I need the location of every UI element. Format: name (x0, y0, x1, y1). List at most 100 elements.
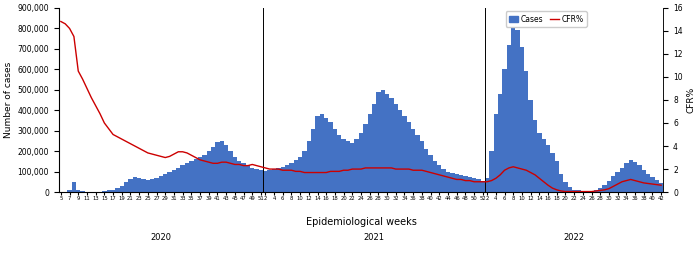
Bar (654, 180, 659, 192)
Bar (259, 170, 263, 192)
Bar (407, 123, 411, 192)
Bar (324, 118, 328, 192)
Bar (181, 165, 185, 192)
Bar (642, 170, 646, 192)
Bar (124, 182, 128, 192)
Text: 2021: 2021 (363, 233, 384, 242)
Bar (85, 191, 89, 192)
Bar (311, 129, 315, 192)
Bar (332, 129, 337, 192)
Bar (511, 28, 515, 192)
Bar (102, 191, 106, 192)
Bar (615, 172, 620, 192)
Bar (71, 182, 76, 192)
Bar (585, 191, 589, 192)
Bar (146, 180, 150, 192)
Bar (420, 141, 424, 192)
Bar (289, 163, 293, 192)
Bar (189, 161, 193, 192)
Bar (120, 186, 124, 192)
Bar (350, 143, 354, 192)
Bar (468, 177, 472, 192)
Bar (415, 135, 420, 192)
Bar (485, 178, 489, 192)
Bar (550, 153, 554, 192)
Bar (359, 133, 363, 192)
Bar (463, 176, 468, 192)
Bar (285, 165, 289, 192)
Bar (159, 176, 163, 192)
Bar (254, 169, 259, 192)
Bar (354, 139, 359, 192)
Bar (489, 151, 493, 192)
Bar (363, 124, 368, 192)
Bar (202, 155, 206, 192)
Bar (281, 166, 285, 192)
Bar (424, 149, 428, 192)
Bar (128, 179, 132, 192)
Bar (132, 177, 137, 192)
Bar (263, 171, 267, 192)
Bar (337, 135, 342, 192)
Bar (411, 129, 415, 192)
Bar (446, 172, 450, 192)
Bar (167, 172, 172, 192)
Bar (232, 157, 237, 192)
Bar (372, 104, 376, 192)
Bar (276, 168, 281, 192)
Bar (172, 170, 176, 192)
Bar (216, 142, 220, 192)
Bar (307, 141, 311, 192)
Bar (528, 100, 533, 192)
Bar (185, 163, 189, 192)
Bar (576, 190, 581, 192)
Bar (198, 157, 202, 192)
Bar (459, 175, 463, 192)
Bar (533, 120, 537, 192)
Bar (211, 147, 216, 192)
Bar (494, 114, 498, 192)
Bar (607, 181, 611, 192)
Bar (572, 190, 576, 192)
Bar (620, 168, 624, 192)
Bar (237, 161, 241, 192)
Bar (163, 174, 167, 192)
Bar (503, 69, 507, 192)
Bar (376, 92, 381, 192)
Bar (498, 94, 503, 192)
Bar (594, 190, 598, 192)
X-axis label: Epidemiological weeks: Epidemiological weeks (306, 217, 416, 227)
Bar (67, 190, 71, 192)
Bar (611, 176, 615, 192)
Bar (537, 133, 542, 192)
Bar (206, 151, 211, 192)
Bar (589, 191, 594, 192)
Bar (241, 163, 246, 192)
Bar (454, 174, 459, 192)
Text: 2022: 2022 (564, 233, 584, 242)
Bar (472, 178, 476, 192)
Bar (137, 178, 141, 192)
Bar (98, 191, 102, 192)
Bar (646, 174, 650, 192)
Bar (637, 165, 642, 192)
Bar (385, 94, 389, 192)
Bar (224, 145, 228, 192)
Bar (515, 30, 520, 192)
Bar (450, 173, 454, 192)
Bar (116, 188, 120, 192)
Bar (111, 190, 116, 192)
Bar (141, 179, 146, 192)
Bar (633, 163, 637, 192)
Bar (298, 157, 302, 192)
Bar (433, 161, 437, 192)
Bar (507, 44, 511, 192)
Bar (193, 159, 198, 192)
Bar (650, 177, 655, 192)
Bar (272, 169, 276, 192)
Bar (328, 123, 332, 192)
Bar (629, 160, 633, 192)
Bar (659, 183, 664, 192)
Bar (559, 174, 564, 192)
Bar (176, 168, 181, 192)
